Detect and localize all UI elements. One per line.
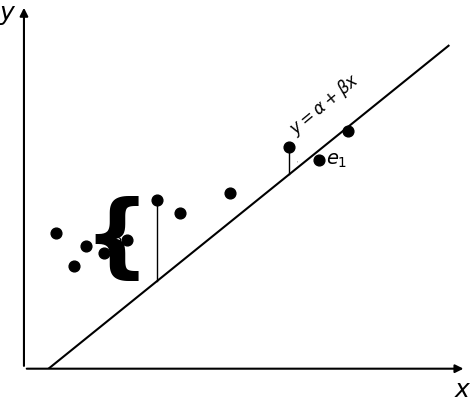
Text: $x$: $x$ — [455, 378, 472, 400]
Point — [70, 263, 78, 269]
Text: }: } — [296, 160, 297, 162]
Text: $e_1$: $e_1$ — [326, 151, 347, 170]
Text: {: { — [83, 196, 150, 286]
Point — [111, 227, 119, 233]
Point — [176, 210, 184, 216]
Point — [82, 243, 90, 250]
Point — [227, 190, 234, 197]
Point — [315, 157, 323, 164]
Point — [123, 236, 131, 243]
Point — [153, 197, 160, 203]
Point — [53, 230, 60, 236]
Point — [100, 250, 107, 256]
Point — [345, 128, 352, 134]
Text: $y$: $y$ — [0, 3, 16, 27]
Text: $y = \alpha + \beta x$: $y = \alpha + \beta x$ — [285, 69, 365, 140]
Point — [285, 144, 293, 150]
Text: $e_2$: $e_2$ — [102, 231, 124, 250]
